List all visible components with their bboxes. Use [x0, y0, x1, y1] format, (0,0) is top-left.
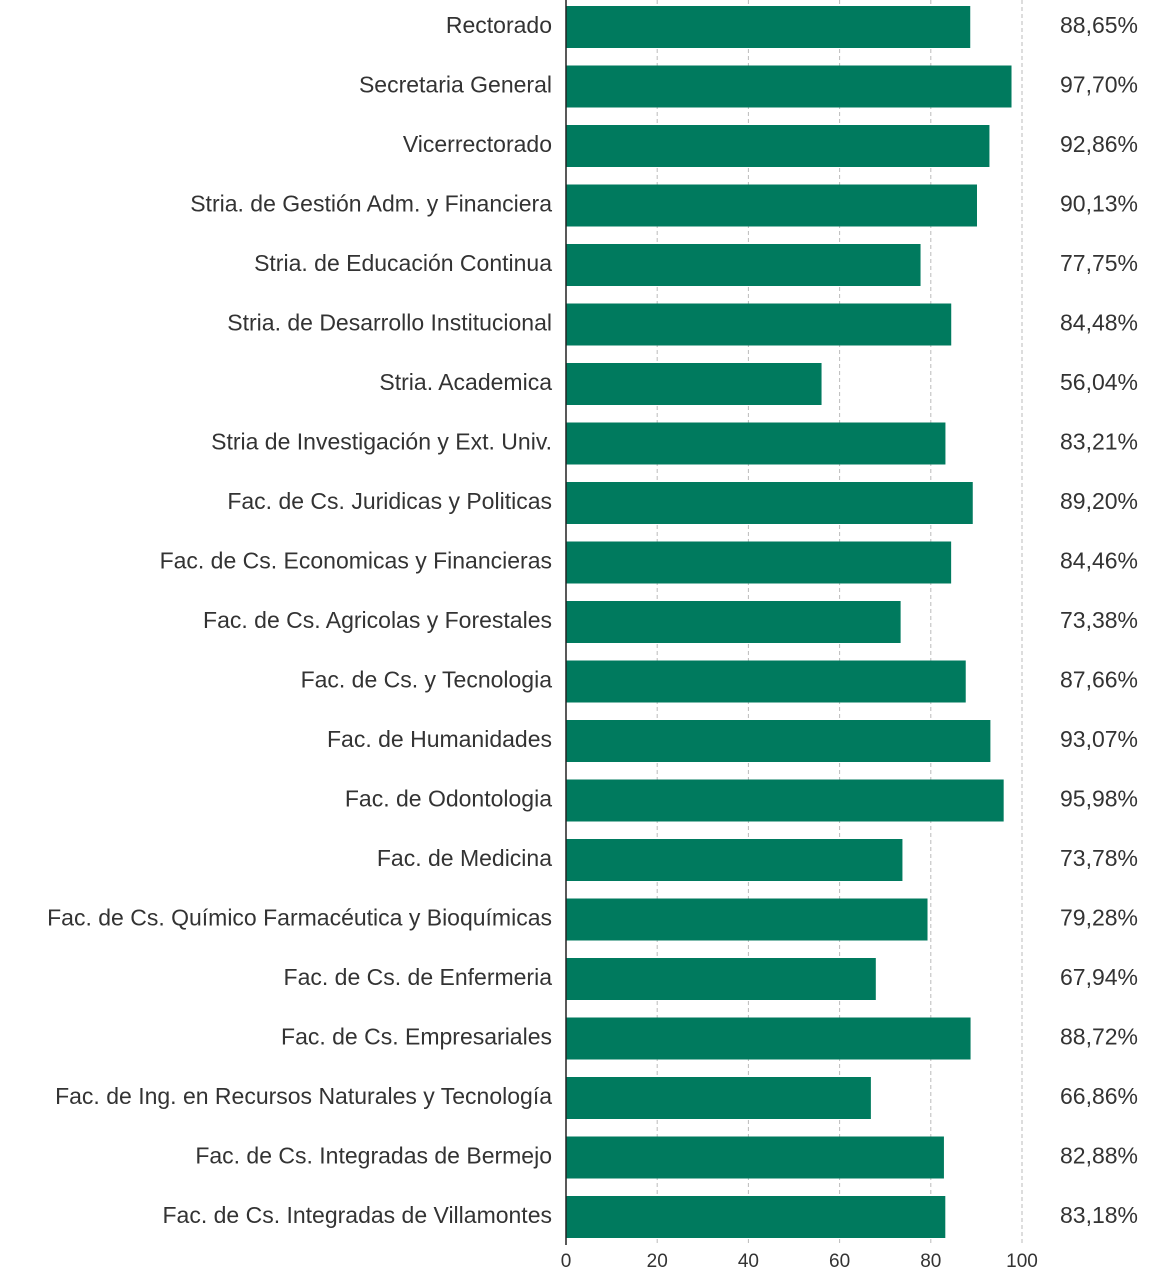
bar	[566, 125, 990, 167]
bar	[566, 1017, 971, 1060]
bar	[566, 303, 952, 346]
value-label: 88,72%	[1060, 1024, 1138, 1050]
y-tick-label: Fac. de Cs. Químico Farmacéutica y Bioqu…	[47, 905, 552, 931]
value-label: 73,38%	[1060, 607, 1138, 633]
bar	[566, 244, 921, 286]
y-tick-label: Fac. de Medicina	[377, 845, 552, 871]
value-label: 84,48%	[1060, 310, 1138, 336]
value-label: 67,94%	[1060, 964, 1138, 990]
y-tick-label: Fac. de Cs. de Enfermeria	[284, 964, 553, 990]
bar	[566, 660, 966, 703]
y-tick-label: Fac. de Cs. Agricolas y Forestales	[203, 607, 552, 633]
x-tick-label: 0	[561, 1251, 572, 1272]
x-tick-label: 60	[829, 1251, 850, 1272]
bar	[566, 65, 1012, 108]
x-tick-label: 40	[738, 1251, 759, 1272]
y-tick-label: Fac. de Humanidades	[327, 726, 552, 752]
bar	[566, 1077, 871, 1119]
bar	[566, 601, 901, 643]
y-tick-label: Fac. de Cs. Juridicas y Politicas	[227, 488, 552, 514]
x-tick-label: 80	[920, 1251, 941, 1272]
y-tick-label: Stria. de Desarrollo Institucional	[227, 310, 552, 336]
y-tick-label: Fac. de Cs. Economicas y Financieras	[160, 548, 552, 574]
y-tick-label: Stria. de Educación Continua	[254, 250, 552, 276]
bar	[566, 958, 876, 1000]
bar	[566, 184, 977, 227]
value-label: 84,46%	[1060, 548, 1138, 574]
y-tick-label: Fac. de Cs. Empresariales	[281, 1024, 552, 1050]
y-tick-label: Rectorado	[446, 12, 552, 38]
value-label: 82,88%	[1060, 1143, 1138, 1169]
bar	[566, 422, 946, 465]
value-label: 88,65%	[1060, 12, 1138, 38]
x-tick-label: 20	[647, 1251, 668, 1272]
bar	[566, 482, 973, 524]
value-label: 77,75%	[1060, 250, 1138, 276]
value-label: 89,20%	[1060, 488, 1138, 514]
bar	[566, 541, 952, 584]
value-label: 83,21%	[1060, 429, 1138, 455]
value-label: 93,07%	[1060, 726, 1138, 752]
y-tick-label: Stria de Investigación y Ext. Univ.	[211, 429, 552, 455]
y-tick-label: Stria. Academica	[379, 369, 552, 395]
bar	[566, 779, 1004, 822]
bar	[566, 839, 903, 881]
bar	[566, 6, 971, 48]
value-label: 90,13%	[1060, 191, 1138, 217]
y-tick-label: Fac. de Odontologia	[345, 786, 552, 812]
y-tick-label: Fac. de Ing. en Recursos Naturales y Tec…	[55, 1083, 552, 1109]
y-tick-label: Vicerrectorado	[403, 131, 552, 157]
y-tick-label: Fac. de Cs. Integradas de Villamontes	[162, 1202, 552, 1228]
value-label: 56,04%	[1060, 369, 1138, 395]
value-label: 95,98%	[1060, 786, 1138, 812]
value-label: 92,86%	[1060, 131, 1138, 157]
x-tick-label: 100	[1006, 1251, 1038, 1272]
value-label: 87,66%	[1060, 667, 1138, 693]
bar	[566, 1196, 946, 1238]
bar	[566, 898, 928, 941]
value-label: 66,86%	[1060, 1083, 1138, 1109]
value-label: 73,78%	[1060, 845, 1138, 871]
y-tick-label: Fac. de Cs. Integradas de Bermejo	[195, 1143, 552, 1169]
bar	[566, 1136, 944, 1179]
y-tick-label: Stria. de Gestión Adm. y Financiera	[190, 191, 552, 217]
bar	[566, 720, 991, 762]
bar	[566, 363, 822, 405]
y-tick-label: Fac. de Cs. y Tecnologia	[301, 667, 553, 693]
value-label: 97,70%	[1060, 72, 1138, 98]
value-label: 83,18%	[1060, 1202, 1138, 1228]
y-tick-label: Secretaria General	[359, 72, 552, 98]
value-label: 79,28%	[1060, 905, 1138, 931]
